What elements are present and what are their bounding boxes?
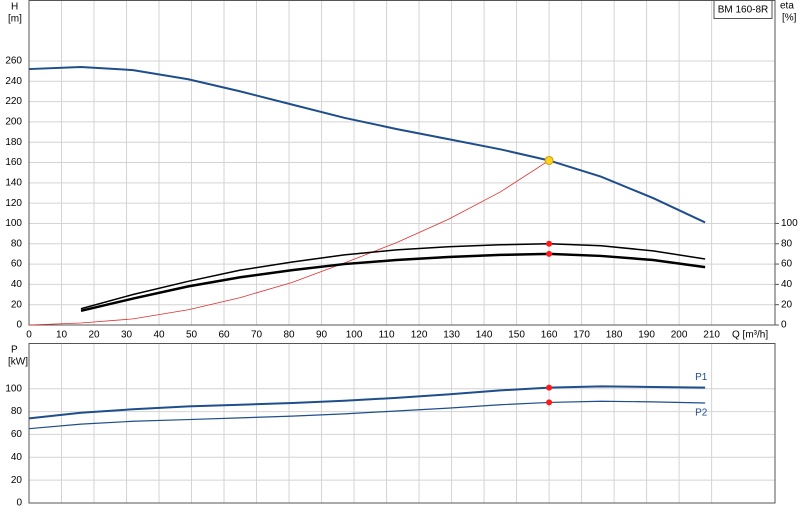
y2-axis-label: eta bbox=[780, 1, 794, 12]
x-tick-label: 200 bbox=[671, 330, 688, 341]
y2-axis-unit: [%] bbox=[782, 13, 797, 24]
x-tick-label: 180 bbox=[606, 330, 623, 341]
y-tick-label: 180 bbox=[5, 137, 22, 148]
series-line bbox=[28, 385, 706, 420]
y2-tick-label: 20 bbox=[781, 299, 793, 310]
series-line bbox=[80, 252, 706, 312]
series-line bbox=[80, 242, 706, 310]
y-axis-unit: [kW] bbox=[8, 357, 28, 368]
y2-tick-label: 100 bbox=[781, 218, 798, 229]
series-line bbox=[28, 400, 706, 430]
y2-tick-label: 60 bbox=[781, 259, 793, 270]
x-tick-label: 210 bbox=[703, 330, 720, 341]
y-tick-label: 120 bbox=[5, 198, 22, 209]
y-tick-label: 60 bbox=[11, 259, 23, 270]
x-tick-label: 170 bbox=[573, 330, 590, 341]
y-tick-label: 100 bbox=[5, 218, 22, 229]
y-tick-label: 80 bbox=[11, 406, 23, 417]
y-tick-label: 140 bbox=[5, 177, 22, 188]
x-tick-label: 140 bbox=[476, 330, 493, 341]
x-tick-label: 160 bbox=[541, 330, 558, 341]
series-label: P1 bbox=[695, 372, 708, 383]
x-tick-label: 30 bbox=[121, 330, 133, 341]
y-tick-label: 0 bbox=[16, 320, 22, 331]
x-tick-label: 190 bbox=[638, 330, 655, 341]
x-tick-label: 130 bbox=[443, 330, 460, 341]
y2-tick-label: 80 bbox=[781, 238, 793, 249]
duty-point bbox=[546, 399, 553, 406]
y-tick-label: 20 bbox=[11, 299, 23, 310]
duty-point bbox=[546, 240, 553, 247]
y-tick-label: 200 bbox=[5, 117, 22, 128]
y-tick-label: 20 bbox=[11, 475, 23, 486]
y-tick-label: 220 bbox=[5, 96, 22, 107]
y-tick-label: 60 bbox=[11, 429, 23, 440]
x-tick-label: 10 bbox=[56, 330, 68, 341]
x-tick-label: 150 bbox=[508, 330, 525, 341]
y-axis-label: H bbox=[11, 2, 18, 13]
model-box bbox=[713, 0, 773, 19]
y-tick-label: 40 bbox=[11, 279, 23, 290]
x-tick-label: 50 bbox=[186, 330, 198, 341]
x-tick-label: 60 bbox=[218, 330, 230, 341]
x-tick-label: 40 bbox=[153, 330, 165, 341]
plot-background bbox=[29, 343, 775, 503]
y-tick-label: 0 bbox=[16, 498, 22, 509]
model-label: BM 160-8R bbox=[718, 5, 769, 16]
y-axis-unit: [m] bbox=[8, 14, 22, 25]
plot-frame bbox=[28, 0, 776, 326]
duty-point bbox=[546, 250, 553, 257]
duty-point bbox=[546, 384, 553, 391]
series-line bbox=[28, 66, 706, 224]
x-tick-label: 100 bbox=[346, 330, 363, 341]
x-tick-label: 120 bbox=[411, 330, 428, 341]
y2-tick-label: 0 bbox=[781, 320, 787, 331]
y-axis-label: P bbox=[11, 345, 18, 356]
y-tick-label: 40 bbox=[11, 452, 23, 463]
y-tick-label: 80 bbox=[11, 238, 23, 249]
y-tick-label: 240 bbox=[5, 76, 22, 87]
x-tick-label: 80 bbox=[283, 330, 295, 341]
y-tick-label: 160 bbox=[5, 157, 22, 168]
x-tick-label: 110 bbox=[379, 330, 395, 341]
x-tick-label: 20 bbox=[88, 330, 100, 341]
x-tick-label: 70 bbox=[251, 330, 263, 341]
series-label: P2 bbox=[695, 408, 708, 419]
y-tick-label: 260 bbox=[5, 56, 22, 67]
x-tick-label: 0 bbox=[26, 330, 32, 341]
x-tick-label: 90 bbox=[316, 330, 328, 341]
y-tick-label: 100 bbox=[5, 383, 22, 394]
duty-point bbox=[544, 155, 554, 165]
series-line bbox=[28, 160, 550, 326]
plot-frame bbox=[28, 343, 776, 504]
y2-tick-label: 40 bbox=[781, 279, 793, 290]
x-axis-label: Q [m³/h] bbox=[732, 330, 768, 341]
